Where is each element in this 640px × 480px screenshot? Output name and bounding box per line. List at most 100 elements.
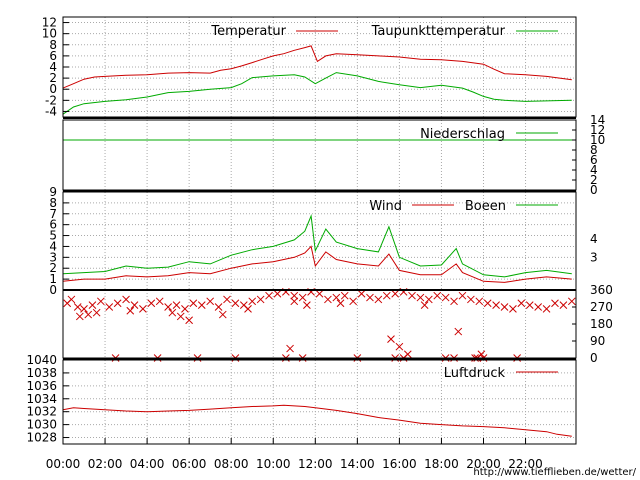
direction-marker-stroke: [567, 297, 576, 306]
direction-marker-stroke: [256, 295, 265, 304]
legend-label-wind: Wind: [369, 199, 402, 214]
direction-marker: [80, 305, 88, 313]
direction-marker: [67, 295, 76, 304]
direction-marker-stroke: [286, 344, 294, 353]
direction-marker: [197, 301, 206, 309]
precipitation-ytick-label: 6: [590, 153, 598, 167]
legend-pressure: Luftdruck: [444, 366, 558, 381]
direction-marker-stroke: [88, 301, 97, 309]
direction-marker: [248, 297, 257, 306]
direction-marker: [84, 310, 93, 319]
direction-marker-stroke: [168, 308, 177, 317]
direction-marker-stroke: [424, 295, 433, 304]
direction-marker: [88, 301, 97, 309]
precipitation-ytick-label: 14: [590, 113, 605, 127]
direction-marker: [458, 291, 467, 300]
direction-marker: [509, 305, 517, 313]
direction-marker: [185, 316, 194, 325]
direction-marker-stroke: [450, 297, 458, 306]
pressure-ytick-label: 1040: [26, 353, 57, 367]
direction-marker: [500, 303, 509, 311]
x-tick-label: 22:00: [508, 457, 543, 471]
direction-marker-stroke: [433, 291, 442, 300]
direction-marker-stroke: [303, 301, 311, 309]
direction-marker-stroke: [534, 303, 543, 311]
direction-marker-stroke: [467, 295, 475, 304]
direction-marker-stroke: [206, 297, 215, 306]
direction-marker-stroke: [475, 297, 484, 306]
wind-right-tick-label: 3: [590, 250, 598, 264]
direction-marker-stroke: [80, 305, 88, 313]
x-tick-label: 04:00: [130, 457, 165, 471]
direction-marker: [382, 291, 391, 300]
direction-marker: [256, 295, 265, 304]
direction-marker-stroke: [155, 297, 164, 306]
direction-marker: [408, 291, 416, 300]
x-tick-label: 16:00: [382, 457, 417, 471]
direction-ytick-label: 270: [590, 300, 613, 314]
frame-layer: [62, 16, 577, 445]
direction-marker-stroke: [387, 335, 395, 343]
direction-marker: [273, 289, 282, 298]
temperature-ytick-label: -2: [45, 93, 57, 107]
direction-ytick-label: 180: [590, 317, 613, 331]
direction-marker: [391, 289, 400, 298]
temperature-ytick-label: 12: [42, 16, 57, 30]
wind-ytick-label: 3: [49, 250, 57, 264]
direction-marker-stroke: [416, 293, 425, 302]
series-temperatur: [62, 45, 572, 89]
direction-marker: [92, 308, 101, 317]
direction-marker: [420, 301, 429, 309]
wind-ytick-label: 1: [49, 272, 57, 286]
precipitation-ytick-label: 4: [590, 163, 598, 177]
direction-marker-stroke: [290, 297, 299, 306]
direction-marker: [73, 303, 82, 311]
direction-marker: [559, 301, 568, 309]
legend-label-boeen: Boeen: [465, 199, 506, 214]
direction-marker: [357, 289, 366, 298]
source-url: http://www.tiefflieben.de/wetter/: [473, 467, 636, 478]
direction-marker: [387, 335, 395, 343]
direction-marker-stroke: [324, 295, 332, 304]
direction-marker: [130, 301, 139, 309]
series-boeen: [62, 214, 572, 278]
direction-marker: [454, 327, 463, 336]
wind-ytick-label: 8: [49, 196, 57, 210]
direction-marker: [433, 291, 442, 300]
direction-ytick-label: 0: [590, 351, 598, 365]
direction-marker-stroke: [75, 312, 84, 321]
legend-precipitation: Niederschlag: [420, 127, 558, 142]
direction-marker-stroke: [298, 293, 307, 302]
direction-marker-stroke: [509, 305, 517, 313]
x-tick-label: 14:00: [340, 457, 375, 471]
precipitation-ytick-label: 8: [590, 143, 598, 157]
direction-marker-stroke: [189, 299, 198, 308]
direction-marker: [265, 291, 273, 300]
direction-marker-stroke: [197, 301, 206, 309]
direction-marker: [551, 299, 559, 308]
direction-marker-stroke: [164, 303, 172, 311]
direction-marker-stroke: [96, 297, 105, 306]
direction-marker: [105, 303, 114, 311]
direction-marker-stroke: [239, 301, 248, 309]
direction-marker-stroke: [357, 289, 366, 298]
precipitation-ytick-label: 10: [590, 133, 605, 147]
precipitation-ytick-label: 0: [590, 183, 598, 197]
temperature-ytick-label: -4: [45, 104, 57, 118]
direction-marker-stroke: [218, 310, 227, 319]
direction-marker: [189, 299, 198, 308]
direction-marker: [374, 295, 383, 304]
legend-label-luftdruck: Luftdruck: [444, 366, 506, 381]
direction-marker: [324, 295, 332, 304]
wind-ytick-label: 6: [49, 218, 57, 232]
direction-marker: [525, 301, 534, 309]
temperature-ytick-label: 10: [42, 27, 57, 41]
direction-marker: [164, 303, 172, 311]
direction-marker-stroke: [181, 305, 189, 313]
legend-label-taupunkttemperatur: Taupunkttemperatur: [371, 24, 506, 39]
direction-marker-stroke: [315, 289, 324, 298]
direction-marker: [492, 301, 500, 309]
direction-marker: [286, 344, 294, 353]
direction-marker: [366, 293, 374, 302]
